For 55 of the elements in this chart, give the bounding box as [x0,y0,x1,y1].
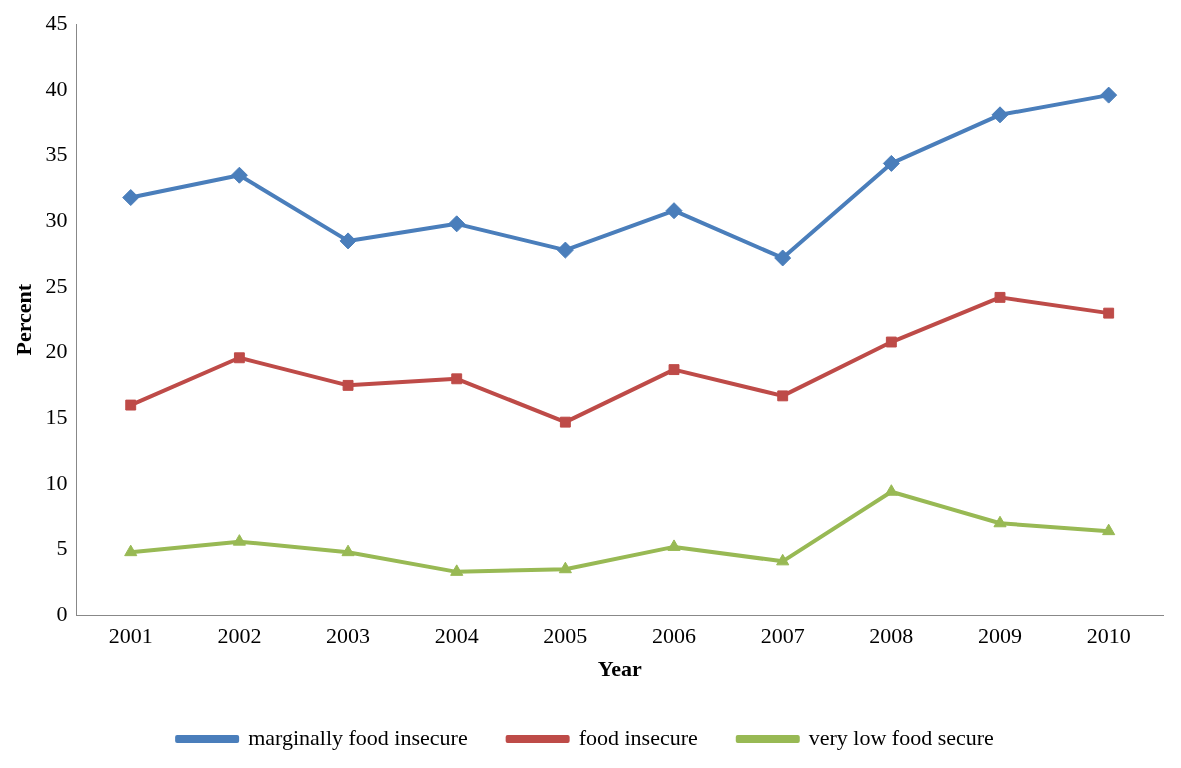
point [776,553,790,566]
point [1100,86,1118,104]
y-tick-label: 25 [45,272,68,298]
point [884,484,898,496]
y-tick-label: 40 [45,75,68,101]
x-tick-label: 2009 [978,623,1023,649]
point [341,544,355,557]
point [668,364,680,376]
point [882,154,900,172]
point [342,379,354,391]
point [667,539,681,551]
legend-label: food insecure [578,724,698,750]
point [448,215,466,233]
legend-label: very low food secure [808,724,994,750]
point [991,106,1009,124]
point [232,534,246,546]
point [777,390,789,402]
point [665,202,683,220]
point [450,564,464,576]
x-tick-label: 2005 [543,623,588,649]
x-tick-label: 2001 [108,623,153,649]
x-tick-label: 2008 [869,623,914,649]
point [230,166,248,184]
point [125,399,137,411]
y-tick-label: 5 [56,535,68,561]
point [1103,307,1115,319]
point [1102,523,1116,536]
y-tick-label: 10 [45,469,68,495]
x-tick-label: 2003 [326,623,371,649]
x-tick-label: 2010 [1086,623,1131,649]
y-tick-label: 0 [56,600,68,626]
y-tick-label: 30 [45,206,68,232]
point [556,241,574,259]
point [122,189,140,207]
x-tick-label: 2002 [217,623,262,649]
point [339,232,357,250]
x-tick-label: 2007 [760,623,805,649]
y-tick-label: 45 [45,9,68,35]
x-tick-label: 2004 [434,623,479,649]
point [885,336,897,348]
point [558,561,572,574]
y-tick-label: 20 [45,338,68,364]
point [559,416,571,428]
point [993,515,1007,528]
point [124,544,138,557]
y-tick-label: 35 [45,141,68,167]
point [994,291,1006,303]
point [774,249,792,267]
legend-label: marginally food insecure [248,724,468,750]
y-axis-title: Percent [10,283,36,356]
x-tick-label: 2006 [652,623,697,649]
point [451,373,463,385]
y-tick-label: 15 [45,403,68,429]
point [233,352,245,364]
x-axis-title: Year [597,656,642,682]
